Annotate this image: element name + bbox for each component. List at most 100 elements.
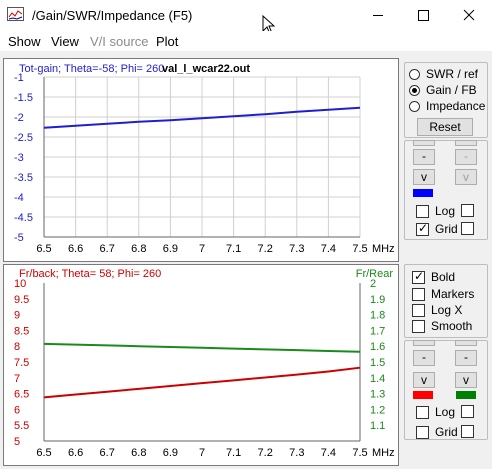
radio-gain-button[interactable]: [409, 84, 420, 96]
frrear-y-tick-label: 1.8: [370, 310, 385, 322]
menu-plot[interactable]: Plot: [156, 34, 179, 49]
bottom-right-down-button[interactable]: v: [455, 372, 477, 388]
fb-x-unit-label: MHz: [372, 447, 395, 459]
frrear-y-tick-label: 1.9: [370, 294, 385, 306]
menu-view[interactable]: View: [51, 34, 79, 49]
fb-x-tick-label: 7.2: [258, 447, 273, 459]
radio-swr-button[interactable]: [409, 68, 420, 80]
menu-show[interactable]: Show: [8, 34, 41, 49]
top-log-check[interactable]: [416, 204, 429, 218]
bold-label: Bold: [431, 270, 456, 284]
bottom-log-check[interactable]: [416, 405, 429, 419]
chart-app-icon: [7, 7, 24, 21]
markers-check[interactable]: [412, 287, 425, 301]
fb-color-swatch[interactable]: [413, 391, 433, 399]
gain-y-tick-label: -4.5: [14, 212, 33, 224]
bold-checkbox[interactable]: Bold: [412, 269, 456, 284]
gain-x-tick-label: 7.1: [226, 243, 241, 255]
radio-impedance-button[interactable]: [409, 100, 420, 112]
radio-gain[interactable]: Gain / FB: [409, 82, 477, 98]
bottom-right-scale-up-button[interactable]: [455, 340, 477, 346]
gain-color-swatch[interactable]: [413, 189, 433, 197]
gain-y-tick-label: -5: [14, 232, 24, 244]
fb-series-line: [43, 366, 361, 399]
markers-checkbox[interactable]: Markers: [412, 287, 474, 301]
fb-y-tick-label: 5.5: [14, 420, 29, 432]
fb-y-tick-label: 6: [14, 404, 20, 416]
fb-x-tick-label: 7: [199, 447, 205, 459]
fb-chart: Fr/back; Theta= 58; Phi= 260 Fr/Rear 10 9.5…: [14, 268, 395, 459]
bottom-log-right-check[interactable]: [461, 405, 474, 418]
gain-x-unit-label: MHz: [372, 243, 395, 255]
top-grid-right-check[interactable]: [461, 222, 474, 235]
fb-y-tick-label: 9.5: [14, 294, 29, 306]
plot-type-group: [404, 62, 488, 138]
fb-x-tick-label: 6.6: [68, 447, 83, 459]
gain-y-tick-label: -4: [14, 192, 24, 204]
gain-x-tick-label: 6.6: [68, 243, 83, 255]
gain-x-tick-label: 6.8: [131, 243, 146, 255]
top-left-scale-up-button[interactable]: [413, 140, 435, 146]
fb-y-tick-label: 7: [14, 373, 20, 385]
frrear-color-swatch[interactable]: [456, 391, 476, 399]
top-log-right-check[interactable]: [461, 204, 474, 217]
minimize-icon: [373, 15, 383, 16]
close-icon: [463, 9, 475, 21]
gain-plot-filename: val_l_wcar22.out: [162, 63, 250, 75]
logx-check[interactable]: [412, 303, 425, 317]
title-bar: /Gain/SWR/Impedance (F5): [0, 0, 492, 35]
maximize-icon: [418, 10, 429, 21]
window-title: /Gain/SWR/Impedance (F5): [32, 8, 193, 23]
top-right-minus-button[interactable]: -: [455, 149, 477, 165]
gain-x-tick-label: 6.5: [36, 243, 51, 255]
radio-gain-label: Gain / FB: [426, 83, 477, 97]
maximize-button[interactable]: [400, 0, 446, 31]
markers-label: Markers: [431, 287, 475, 301]
logx-checkbox[interactable]: Log X: [412, 303, 462, 317]
fb-y-tick-label: 5: [14, 436, 20, 448]
bottom-left-minus-button[interactable]: -: [413, 350, 435, 366]
bottom-right-minus-button[interactable]: -: [455, 350, 477, 366]
bottom-left-down-button[interactable]: v: [413, 372, 435, 388]
bottom-log-checkbox[interactable]: Log: [416, 405, 455, 419]
fb-plot-title: Fr/back; Theta= 58; Phi= 260: [19, 268, 161, 280]
top-grid-checkbox[interactable]: Grid: [416, 221, 458, 236]
gain-x-tick-label: 6.9: [163, 243, 178, 255]
bottom-left-scale-up-button[interactable]: [413, 340, 435, 346]
smooth-check[interactable]: [412, 319, 425, 333]
top-left-minus-button[interactable]: -: [413, 149, 435, 165]
bottom-grid-right-check[interactable]: [461, 425, 474, 438]
top-right-scale-up-button[interactable]: [455, 140, 477, 146]
gain-y-tick-label: -2: [14, 112, 24, 124]
frrear-y-tick-label: 1.3: [370, 389, 385, 401]
top-grid-check[interactable]: [416, 221, 429, 236]
fb-x-tick-label: 7.1: [226, 447, 241, 459]
radio-impedance[interactable]: Impedance: [409, 98, 485, 114]
fb-y-tick-label: 8.5: [14, 325, 29, 337]
radio-swr[interactable]: SWR / ref: [409, 66, 478, 82]
frrear-y-tick-label: 1.2: [370, 404, 385, 416]
gain-plot: Tot-gain; Theta=-58; Phi= 260 val_l_wcar2…: [3, 58, 399, 262]
top-scale-group: [404, 140, 488, 240]
fb-y-tick-label: 9: [14, 310, 20, 322]
top-right-down-button[interactable]: v: [455, 169, 477, 185]
gain-y-tick-label: -1: [14, 72, 24, 84]
top-log-checkbox[interactable]: Log: [416, 204, 455, 218]
reset-button[interactable]: Reset: [417, 118, 473, 136]
logx-label: Log X: [431, 303, 463, 317]
bottom-grid-check[interactable]: [416, 425, 429, 439]
frrear-y-tick-label: 1.1: [370, 420, 385, 432]
smooth-checkbox[interactable]: Smooth: [412, 319, 472, 333]
fb-y-tick-label: 6.5: [14, 389, 29, 401]
gain-plot-title: Tot-gain; Theta=-58; Phi= 260: [19, 63, 164, 75]
bottom-grid-checkbox[interactable]: Grid: [416, 425, 458, 439]
close-button[interactable]: [446, 0, 492, 31]
fb-x-tick-label: 7.3: [289, 447, 304, 459]
gain-y-tick-label: -2.5: [14, 132, 33, 144]
top-left-down-button[interactable]: v: [413, 169, 435, 185]
menu-vi-source[interactable]: V/I source: [90, 34, 149, 49]
minimize-button[interactable]: [355, 0, 401, 31]
bold-check[interactable]: [412, 269, 425, 284]
gain-y-tick-label: -1.5: [14, 92, 33, 104]
gain-x-tick-label: 6.7: [100, 243, 115, 255]
